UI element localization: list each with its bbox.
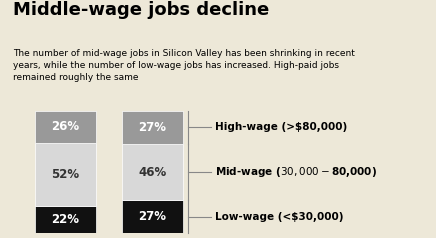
Text: 26%: 26% <box>51 120 79 133</box>
Bar <box>35 143 96 206</box>
Text: 27%: 27% <box>139 210 167 223</box>
Text: Mid-wage ($30,000-$80,000): Mid-wage ($30,000-$80,000) <box>215 165 377 179</box>
Text: 27%: 27% <box>139 121 167 134</box>
Bar <box>35 206 96 233</box>
Bar <box>35 111 96 143</box>
Bar <box>122 144 183 200</box>
Text: 52%: 52% <box>51 168 79 181</box>
Text: 46%: 46% <box>139 166 167 178</box>
Text: 22%: 22% <box>51 213 79 226</box>
Bar <box>122 111 183 144</box>
Text: The number of mid-wage jobs in Silicon Valley has been shrinking in recent
years: The number of mid-wage jobs in Silicon V… <box>13 49 355 82</box>
Text: Low-wage (<$30,000): Low-wage (<$30,000) <box>215 212 344 222</box>
Text: Middle-wage jobs decline: Middle-wage jobs decline <box>13 1 269 19</box>
Text: High-wage (>$80,000): High-wage (>$80,000) <box>215 122 347 132</box>
Bar <box>122 200 183 233</box>
